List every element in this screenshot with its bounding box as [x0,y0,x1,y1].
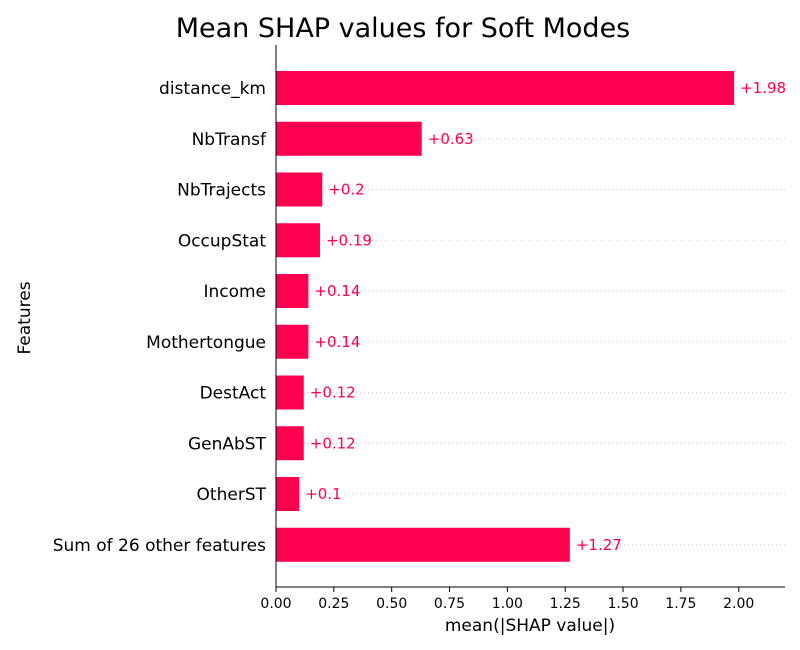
x-tick-label: 1.50 [607,596,638,612]
x-axis-label: mean(|SHAP value|) [445,616,615,636]
x-tick-label: 2.00 [723,596,754,612]
x-tick-label: 1.75 [665,596,696,612]
category-label: Sum of 26 other features [53,536,266,556]
data-label: +0.14 [314,333,360,351]
category-labels: distance_km NbTransf NbTrajects OccupStat In… [53,79,267,556]
data-label: +0.19 [326,231,372,249]
data-labels: +1.98 +0.63 +0.2 +0.19 +0.14 +0.14 +0.12 +0.12 +… [305,79,786,554]
data-label: +0.12 [310,434,356,452]
category-label: GenAbST [188,434,267,454]
data-label: +0.14 [314,282,360,300]
category-label: OccupStat [178,231,267,251]
x-tick-label: 0.50 [376,596,407,612]
data-label: +0.63 [428,130,474,148]
category-label: NbTransf [192,130,267,150]
bar [276,375,304,410]
bar [276,477,300,511]
bar [276,121,422,156]
x-ticks: 0.00 0.25 0.50 0.75 1.00 1.25 1.50 1.75 2.00 [260,587,754,612]
category-label: OtherST [197,485,267,505]
bar [276,426,304,461]
bar [276,172,323,207]
x-tick-label: 1.00 [492,596,523,612]
bar [276,527,570,562]
category-label: distance_km [159,79,266,99]
category-label: NbTrajects [177,181,266,201]
data-label: +0.1 [305,485,341,503]
category-label: DestAct [200,384,267,404]
y-axis-label: Features [15,281,35,354]
bar [276,71,735,105]
x-tick-label: 0.75 [434,596,465,612]
x-tick-label: 0.00 [260,596,291,612]
bar [276,223,320,258]
category-label: Mothertongue [146,333,266,353]
x-tick-label: 0.25 [318,596,349,612]
chart-title: Mean SHAP values for Soft Modes [176,13,631,44]
x-tick-label: 1.25 [550,596,581,612]
data-label: +1.27 [576,536,622,554]
bars-group [276,71,735,562]
category-label: Income [203,282,266,302]
data-label: +0.2 [328,181,364,199]
bar [276,324,309,359]
guide-lines [276,87,785,546]
data-label: +0.12 [310,384,356,402]
bar [276,274,309,308]
data-label: +1.98 [740,79,786,97]
